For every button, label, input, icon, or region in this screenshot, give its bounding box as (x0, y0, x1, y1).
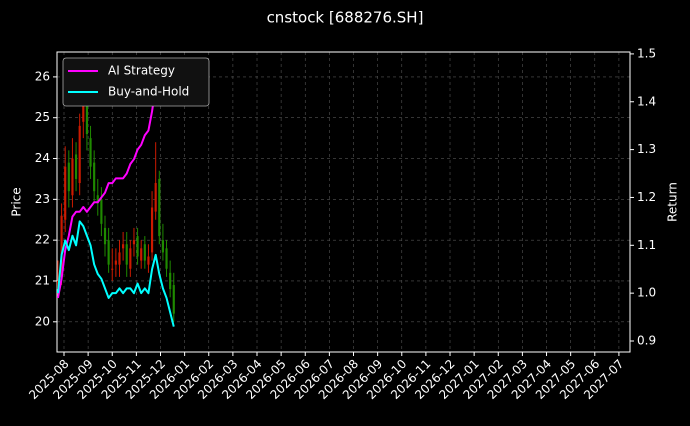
candle-body (161, 240, 165, 253)
candle-body (143, 244, 146, 261)
y-tick-label: 22 (35, 233, 50, 247)
candle-body (169, 272, 172, 290)
candle-body (103, 227, 107, 245)
legend-box (62, 57, 210, 107)
y-tick-label: 26 (35, 69, 50, 83)
y2-tick-label: 1.1 (637, 238, 656, 252)
y-tick-label: 24 (35, 151, 50, 165)
candle-body (89, 138, 92, 167)
candle-body (158, 178, 161, 237)
legend-label: AI Strategy (108, 64, 175, 78)
candle-body (122, 244, 125, 249)
candle-body (140, 248, 143, 261)
y-tick-label: 25 (35, 110, 50, 124)
candle-body (71, 158, 74, 196)
y2-tick-label: 1.2 (637, 190, 656, 204)
chart-title: cnstock [688276.SH] (267, 9, 424, 27)
y-axis-label: Price (10, 187, 24, 216)
candle-body (114, 260, 117, 265)
candle-body (100, 199, 103, 224)
y2-tick-label: 1.3 (637, 142, 656, 156)
y2-tick-label: 1.0 (637, 286, 656, 300)
candle-body (107, 240, 110, 265)
candle-body (132, 240, 136, 245)
y2-tick-label: 1.5 (637, 46, 656, 60)
return-line (56, 220, 175, 327)
candle-body (82, 105, 85, 122)
y2-tick-label: 0.9 (637, 333, 656, 347)
candle-body (64, 166, 67, 220)
candle-body (111, 268, 114, 270)
candle-body (172, 285, 175, 314)
candle-body (78, 125, 81, 184)
candle-body (154, 183, 157, 212)
candle-body (165, 248, 168, 269)
candle-body (74, 154, 78, 179)
candle-body (125, 244, 128, 265)
candle-body (67, 162, 70, 192)
y2-tick-label: 1.4 (637, 94, 656, 108)
y-tick-label: 21 (35, 273, 50, 287)
candle-body (93, 162, 96, 192)
y-tick-label: 20 (35, 314, 50, 328)
candle-body (118, 252, 121, 265)
candle-body (147, 256, 150, 265)
y2-axis-label: Return (666, 182, 680, 222)
legend-label: Buy-and-Hold (108, 85, 189, 99)
y-tick-label: 23 (35, 192, 50, 206)
candle-body (129, 248, 132, 269)
candle-body (60, 215, 63, 277)
candle-body (136, 236, 139, 257)
candle-body (96, 195, 99, 204)
candle-body (150, 207, 154, 253)
plot-frame (56, 51, 631, 353)
candle-body (85, 101, 89, 135)
